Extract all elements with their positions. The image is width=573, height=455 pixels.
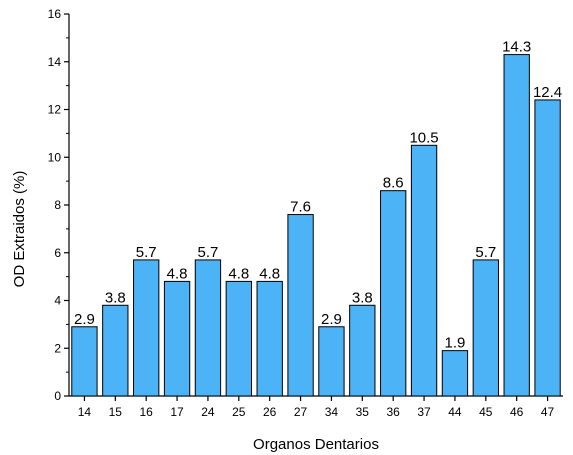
bar-16 [133,259,160,397]
x-tick-label: 17 [170,405,184,419]
data-label-17: 4.8 [167,265,188,282]
x-axis: 14 15 16 17 24 25 26 27 34 35 36 37 44 45 46 47 [69,395,563,419]
y-axis: 0 2 4 6 8 10 12 14 16 [48,7,70,403]
bar-26 [256,280,283,397]
bar-45 [472,259,499,397]
y-axis-title: OD Extraidos (%) [11,171,28,288]
data-label-34: 2.9 [321,311,342,328]
x-tick-label: 27 [294,405,308,419]
bar-35 [349,304,376,397]
y-tick-label: 2 [54,341,61,355]
bar-36 [380,190,407,397]
data-label-15: 3.8 [105,289,126,306]
x-tick-label: 25 [232,405,246,419]
x-tick-label: 36 [387,405,401,419]
x-tick-label: 24 [201,405,215,419]
y-tick-label: 12 [48,103,62,117]
x-axis-title: Organos Dentarios [253,436,379,453]
bar-34 [318,326,345,397]
x-tick-label: 26 [263,405,277,419]
bar-46 [503,54,530,397]
x-tick-label: 46 [510,405,524,419]
y-tick-label: 0 [54,389,61,403]
bar-27 [287,214,314,397]
bars [71,54,561,397]
data-label-44: 1.9 [445,335,466,352]
x-tick-label: 14 [78,405,92,419]
data-label-37: 10.5 [409,129,438,146]
data-label-47: 12.4 [533,84,562,101]
x-tick-label: 35 [356,405,370,419]
y-tick-label: 16 [48,7,62,21]
y-tick-label: 10 [48,150,62,164]
data-labels: 2.9 3.8 5.7 4.8 5.7 4.8 4.8 7.6 2.9 3.8 8.6 10.5 1.9… [74,39,562,352]
y-tick-label: 8 [54,198,61,212]
y-tick-label: 14 [48,55,62,69]
bar-14 [71,326,98,397]
bar-47 [534,99,561,397]
data-label-24: 5.7 [198,244,219,261]
data-label-35: 3.8 [352,289,373,306]
x-tick-label: 45 [479,405,493,419]
data-label-45: 5.7 [475,244,496,261]
x-tick-label: 34 [325,405,339,419]
x-tick-label: 16 [140,405,154,419]
bar-17 [163,280,191,397]
data-label-25: 4.8 [228,265,249,282]
bar-15 [102,304,129,397]
data-label-46: 14.3 [502,39,531,56]
bar-24 [194,259,222,397]
bar-44 [441,350,469,397]
data-label-27: 7.6 [290,199,311,216]
bar-25 [225,280,252,397]
data-label-16: 5.7 [136,244,157,261]
x-tick-label: 37 [417,405,431,419]
bar-37 [410,144,438,397]
data-label-36: 8.6 [383,175,404,192]
data-label-14: 2.9 [74,311,95,328]
data-label-26: 4.8 [259,265,280,282]
x-tick-label: 47 [541,405,555,419]
x-tick-label: 15 [109,405,123,419]
y-tick-label: 6 [54,246,61,260]
x-tick-label: 44 [448,405,462,419]
y-tick-label: 4 [54,294,61,308]
